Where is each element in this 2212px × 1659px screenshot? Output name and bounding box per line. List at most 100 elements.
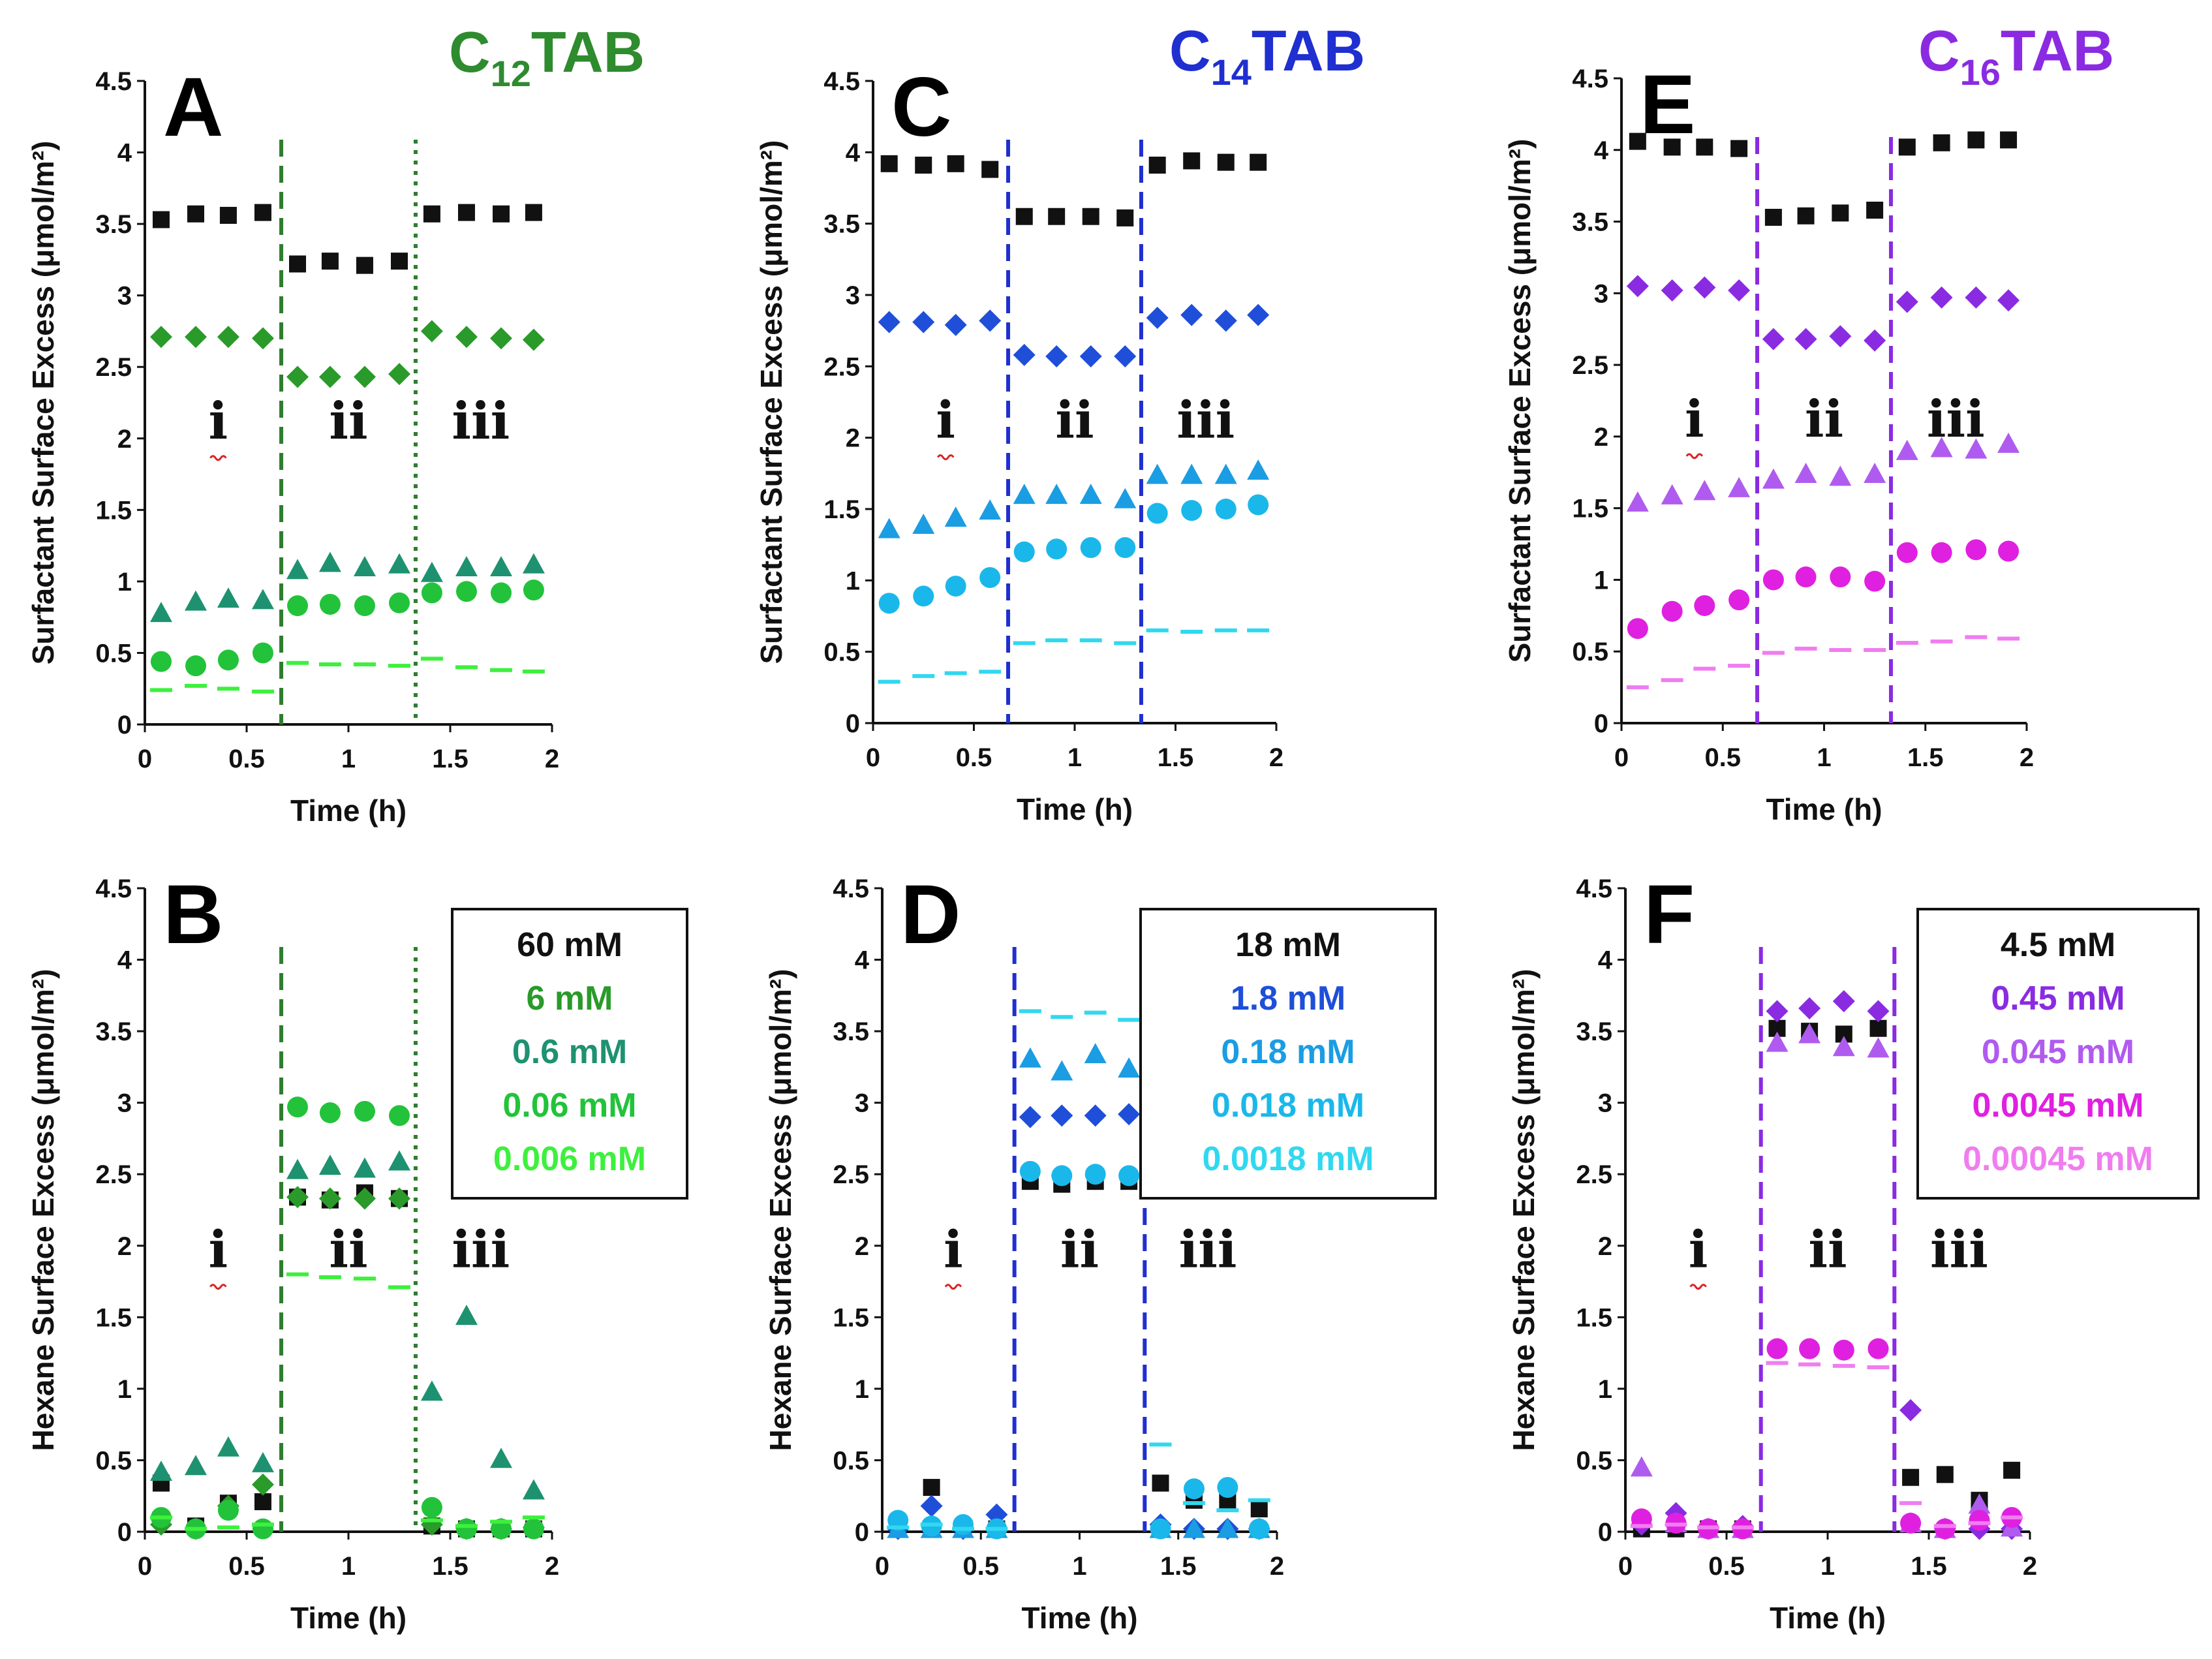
y-tick-label: 3	[855, 1089, 869, 1118]
data-point	[912, 514, 935, 535]
header-title-1: C12TAB	[449, 20, 645, 94]
data-point	[522, 1479, 545, 1500]
data-point	[1019, 1160, 1041, 1182]
data-point	[1045, 345, 1068, 368]
region-label-i: i	[936, 391, 955, 450]
data-point	[421, 1496, 442, 1518]
data-point	[1084, 1043, 1107, 1064]
data-point	[353, 365, 376, 388]
region-label-iii: iii	[1179, 1220, 1237, 1280]
data-point	[1930, 286, 1953, 309]
data-point	[979, 309, 1002, 332]
data-point	[1046, 538, 1068, 560]
y-tick-label: 2.5	[833, 1160, 869, 1189]
spell-squiggle	[1689, 1284, 1707, 1290]
region-label-i: i	[208, 392, 228, 451]
x-axis-title: Time (h)	[290, 794, 407, 828]
y-tick-label: 0.5	[833, 1446, 869, 1475]
header-title-3: C16TAB	[1918, 18, 2114, 93]
spell-squiggle	[936, 454, 955, 461]
data-point	[1661, 484, 1683, 504]
y-tick-label: 2	[1594, 423, 1608, 452]
legend-entry: 1.8 mM	[1231, 980, 1345, 1017]
data-point	[1250, 153, 1267, 171]
region-label-iii: iii	[452, 1220, 510, 1280]
y-tick-label: 4.5	[95, 67, 132, 96]
x-tick-label: 1.5	[1160, 1552, 1197, 1581]
data-point	[1998, 540, 2020, 562]
y-axis-title: Surfactant Surface Excess (μmol/m²)	[754, 140, 788, 664]
region-label-ii: ii	[1805, 390, 1843, 449]
y-axis-title: Surfactant Surface Excess (μmol/m²)	[1503, 139, 1537, 663]
data-point	[1965, 286, 1988, 309]
y-tick-label: 1	[855, 1375, 869, 1404]
data-point	[1146, 503, 1168, 524]
data-point	[1869, 1019, 1887, 1037]
data-point	[1079, 345, 1102, 368]
data-point	[389, 1105, 410, 1126]
x-tick-label: 0	[866, 743, 880, 772]
data-point	[1626, 491, 1649, 512]
data-point	[1762, 328, 1785, 350]
legend-3: 4.5 mM 0.45 mM 0.045 mM 0.0045 mM 0.00045 mM	[1916, 908, 2200, 1200]
data-point	[457, 204, 475, 221]
data-point	[1968, 1493, 1991, 1514]
data-point	[252, 1518, 273, 1540]
data-point	[217, 587, 239, 608]
data-point	[1829, 325, 1852, 348]
data-point	[2003, 1461, 2021, 1479]
data-point	[522, 328, 545, 351]
series-18-mM	[880, 152, 1267, 226]
data-point	[1797, 207, 1815, 225]
data-point	[1629, 132, 1646, 150]
y-tick-label: 3	[117, 1089, 132, 1118]
data-point	[1965, 539, 1987, 561]
data-point	[1799, 1338, 1820, 1359]
data-point	[953, 1514, 974, 1536]
y-tick-label: 4.5	[1576, 875, 1612, 903]
y-tick-label: 2.5	[823, 352, 860, 381]
data-point	[1969, 1510, 1990, 1531]
series-0.006-mM	[149, 1272, 545, 1531]
legend-entry: 0.00045 mM	[1963, 1140, 2153, 1178]
data-point	[1867, 1338, 1889, 1359]
legend-box	[1916, 908, 2200, 1200]
data-point	[944, 506, 967, 527]
y-tick-label: 2.5	[95, 353, 132, 382]
data-point	[1019, 1047, 1041, 1068]
data-point	[1693, 480, 1716, 501]
x-tick-label: 0.5	[956, 743, 992, 772]
data-point	[1997, 289, 2020, 312]
data-point	[388, 1150, 410, 1171]
data-point	[915, 157, 932, 174]
series-0.45-mM	[1626, 275, 2020, 352]
data-point	[1766, 1031, 1789, 1052]
data-point	[1080, 537, 1101, 559]
data-point	[286, 1186, 309, 1209]
data-point	[318, 551, 341, 572]
y-tick-label: 2.5	[1572, 351, 1608, 380]
data-point	[1216, 1517, 1239, 1538]
data-point	[1214, 463, 1237, 484]
legend-entry: 0.0045 mM	[1972, 1087, 2143, 1124]
header-post: TAB	[1252, 18, 1365, 83]
data-point	[217, 1436, 239, 1457]
data-point	[981, 161, 999, 178]
y-tick-label: 2	[117, 425, 132, 454]
data-point	[920, 1495, 943, 1517]
panel-letter: A	[163, 61, 223, 154]
x-tick-label: 0.5	[228, 745, 265, 773]
x-tick-label: 1	[341, 745, 356, 773]
data-point	[1794, 328, 1817, 350]
legend-entry: 0.0018 mM	[1202, 1140, 1374, 1178]
y-tick-label: 4.5	[95, 875, 132, 903]
data-point	[1183, 1478, 1205, 1500]
data-point	[1795, 566, 1817, 588]
data-point	[251, 589, 274, 610]
legend-box	[1139, 908, 1437, 1200]
data-point	[1114, 488, 1137, 508]
x-tick-label: 1	[1068, 743, 1082, 772]
data-point	[1798, 1023, 1821, 1044]
y-tick-label: 2	[1598, 1232, 1612, 1261]
